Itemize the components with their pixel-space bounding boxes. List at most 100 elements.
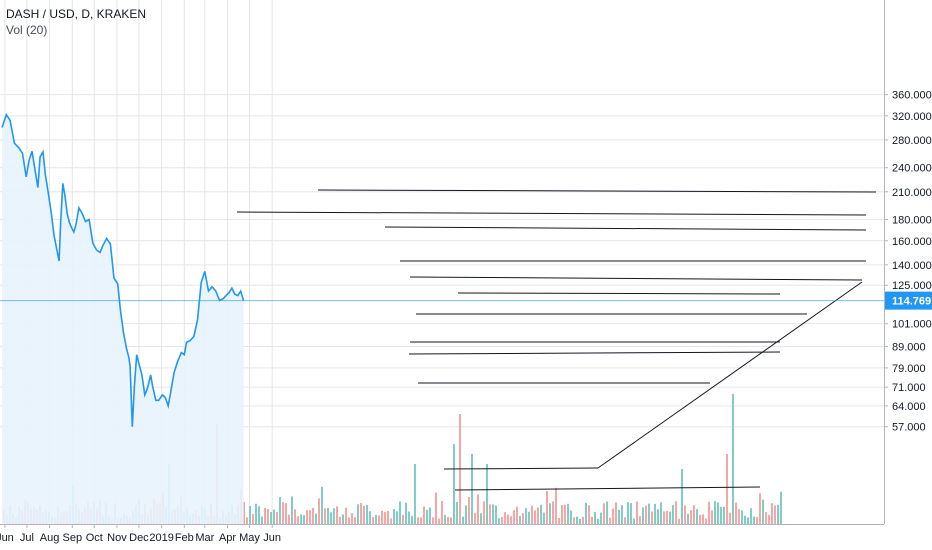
- volume-bar: [450, 517, 452, 524]
- volume-bar: [528, 511, 530, 524]
- volume-bar: [372, 517, 374, 524]
- volume-bar: [612, 508, 614, 524]
- time-tick-label: Jun: [0, 532, 14, 544]
- time-axis[interactable]: JunJulAugSepOctNovDec2019FebMarAprMayJun: [0, 524, 884, 544]
- volume-bar: [534, 510, 536, 524]
- volume-bar: [711, 510, 713, 524]
- volume-bar: [453, 444, 455, 524]
- volume-bar: [633, 518, 635, 524]
- volume-bar: [243, 501, 245, 524]
- price-tick-label: 89.000: [892, 341, 926, 353]
- volume-bar: [468, 496, 470, 524]
- volume-bar: [447, 516, 449, 524]
- price-tick-label: 140.000: [892, 260, 932, 272]
- price-tick-label: 79.000: [892, 363, 926, 375]
- volume-bar: [306, 510, 308, 524]
- volume-bar: [381, 510, 383, 524]
- price-tick-label: 360.000: [892, 90, 932, 102]
- volume-bar: [600, 512, 602, 524]
- price-series-line: [1, 112, 245, 427]
- volume-bar: [405, 502, 407, 524]
- volume-bar: [258, 506, 260, 524]
- volume-bar: [699, 514, 701, 524]
- trendlines: [236, 189, 877, 491]
- time-tick-label: Jul: [20, 532, 34, 544]
- time-tick-label: Feb: [175, 532, 194, 544]
- volume-bar: [507, 514, 509, 524]
- volume-bar: [330, 512, 332, 524]
- volume-bar: [435, 492, 437, 524]
- volume-bar: [723, 506, 725, 524]
- trendline: [597, 281, 863, 469]
- volume-bar: [579, 518, 581, 524]
- last-price-label: 114.769: [892, 296, 931, 308]
- trendline: [408, 351, 781, 355]
- volume-bar: [516, 506, 518, 524]
- volume-bar: [318, 498, 320, 524]
- trendline: [457, 292, 781, 295]
- time-tick-label: May: [239, 532, 260, 544]
- volume-bar: [321, 486, 323, 524]
- volume-bar: [543, 512, 545, 524]
- price-tick-label: 180.000: [892, 215, 932, 227]
- volume-indicator-label: Vol (20): [6, 23, 48, 37]
- volume-bar: [273, 509, 275, 524]
- volume-bar: [561, 505, 563, 524]
- volume-bar: [327, 507, 329, 524]
- volume-bar: [750, 508, 752, 524]
- price-tick-label: 280.000: [892, 135, 932, 147]
- volume-bar: [324, 508, 326, 524]
- volume-bar: [603, 503, 605, 524]
- volume-bar: [693, 505, 695, 524]
- volume-bar: [738, 509, 740, 524]
- volume-bar: [402, 514, 404, 524]
- volume-bar: [588, 505, 590, 524]
- volume-bar: [732, 394, 734, 524]
- time-tick-label: Sep: [63, 532, 83, 544]
- price-tick-label: 57.000: [892, 422, 926, 434]
- volume-bar: [282, 502, 284, 524]
- volume-bar: [651, 511, 653, 524]
- volume-bar: [429, 507, 431, 524]
- volume-bar: [339, 516, 341, 524]
- volume-bar: [252, 514, 254, 524]
- volume-bar: [519, 516, 521, 524]
- trendline: [409, 276, 863, 281]
- volume-bar: [570, 510, 572, 524]
- volume-bar: [285, 503, 287, 524]
- time-tick-label: Nov: [107, 532, 127, 544]
- volume-bar: [780, 491, 782, 524]
- volume-bar: [279, 497, 281, 524]
- volume-bar: [747, 517, 749, 524]
- volume-bar: [717, 502, 719, 524]
- volume-bar: [765, 512, 767, 524]
- volume-bar: [735, 502, 737, 524]
- volume-bar: [648, 503, 650, 524]
- volume-bar: [609, 517, 611, 524]
- volume-bar: [549, 503, 551, 524]
- volume-bar: [666, 510, 668, 524]
- volume-bar: [684, 505, 686, 524]
- volume-bar: [384, 511, 386, 524]
- last-price-badge: [885, 291, 932, 310]
- volume-bar: [414, 464, 416, 524]
- volume-bar: [558, 517, 560, 524]
- volume-bar: [744, 515, 746, 524]
- time-tick-label: Apr: [219, 532, 236, 544]
- volume-bar: [312, 507, 314, 524]
- volume-bar: [702, 514, 704, 524]
- volume-bar: [474, 512, 476, 524]
- volume-bar: [678, 518, 680, 524]
- price-axis[interactable]: 360.000 320.000 280.000 240.000 210.000 180.0…: [884, 0, 932, 550]
- volume-bar: [498, 518, 500, 524]
- volume-bar: [486, 464, 488, 524]
- time-tick-label: Oct: [86, 532, 103, 544]
- volume-bar: [681, 469, 683, 524]
- volume-bar: [654, 503, 656, 524]
- volume-bar: [615, 502, 617, 524]
- volume-bar: [408, 511, 410, 524]
- volume-bar: [708, 501, 710, 524]
- volume-bar: [663, 511, 665, 524]
- volume-bar: [336, 506, 338, 524]
